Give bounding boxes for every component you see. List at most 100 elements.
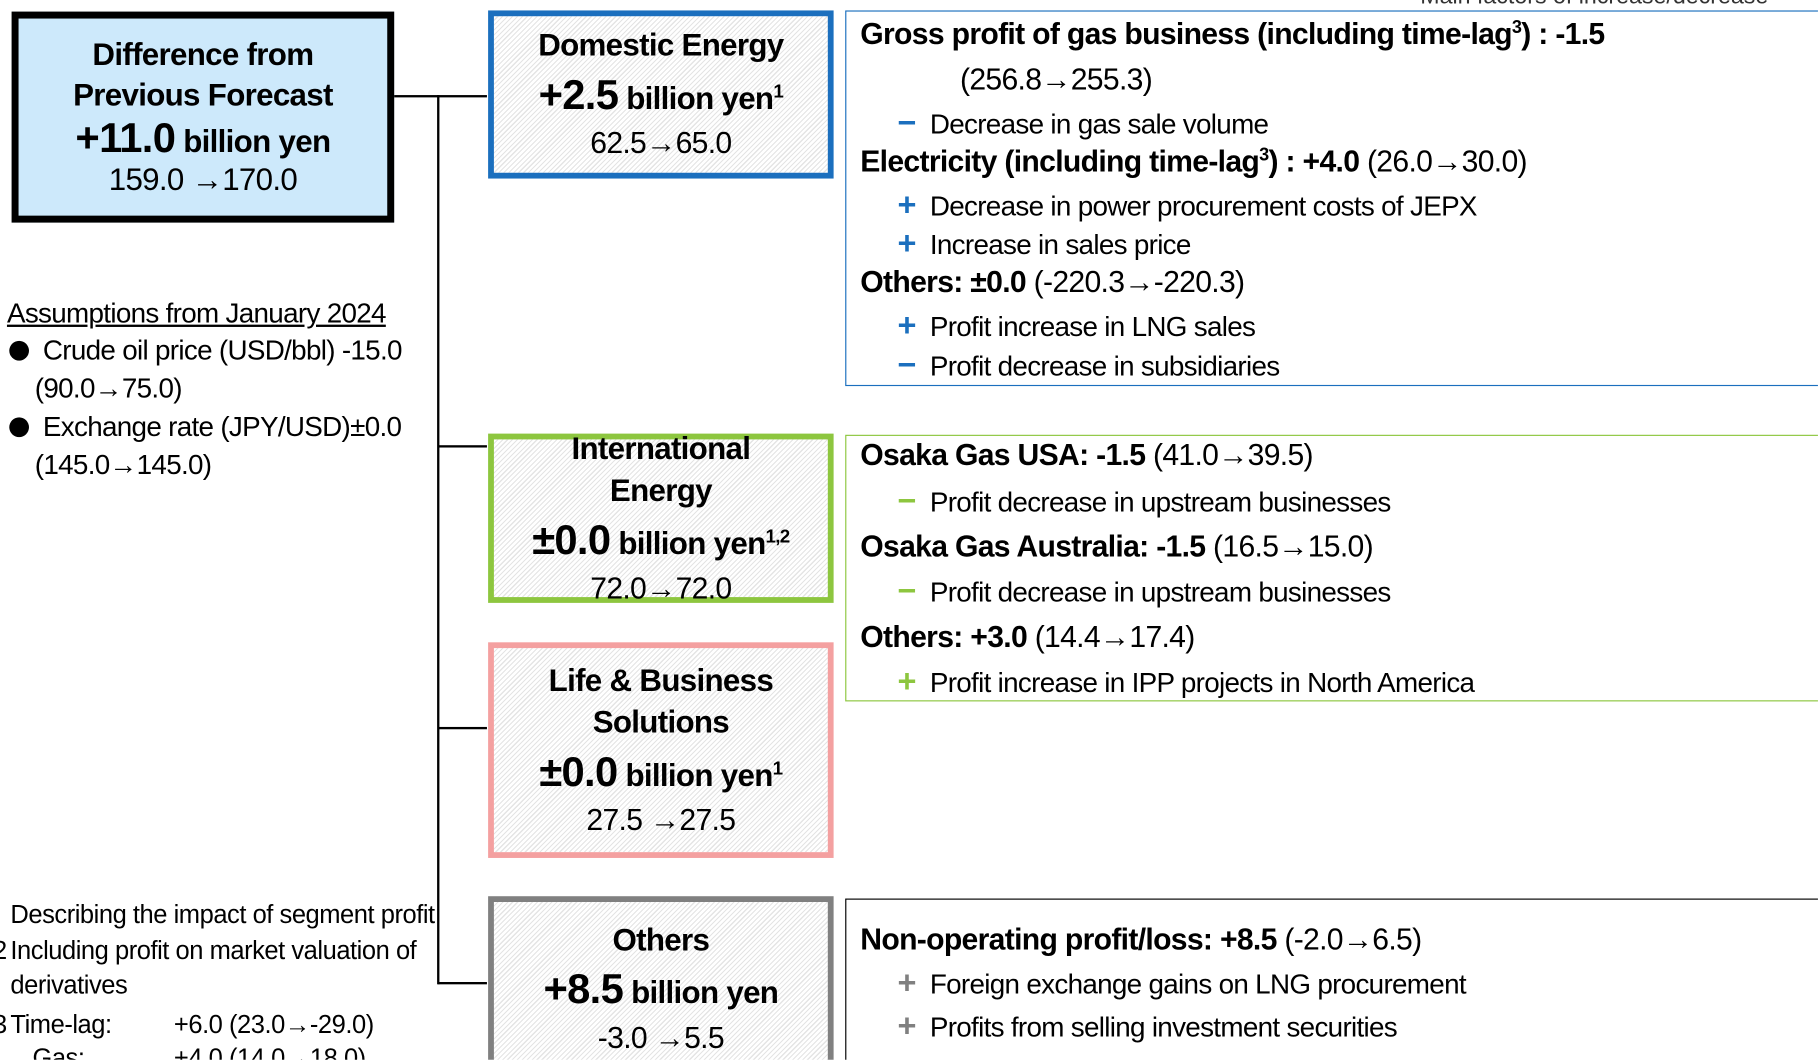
segment-value: ±0.0 xyxy=(539,747,618,795)
detail-heading: Electricity (including time-lag3) : +4.0… xyxy=(860,144,1527,180)
sign: + xyxy=(897,663,917,700)
assumption-text: Crude oil price (USD/bbl) -15.0 xyxy=(42,335,403,367)
bullet-text: Decrease in power procurement costs of J… xyxy=(929,191,1478,223)
run: (-2.0→6.5) xyxy=(1276,921,1422,957)
detail-heading: Osaka Gas USA: -1.5 (41.0→39.5) xyxy=(860,437,1313,473)
segment-name: Domestic Energy xyxy=(538,28,784,64)
run: Others: ±0.0 xyxy=(860,264,1026,300)
segment-value: +8.5 xyxy=(543,965,624,1013)
segment-box: Domestic Energy +2.5 billion yen1 62.5→65.… xyxy=(488,10,834,179)
segment-name: International Energy xyxy=(571,430,751,508)
segment-name: Life & Business Solutions xyxy=(548,662,774,740)
sign: + xyxy=(897,186,917,223)
segment-sup: 1 xyxy=(772,757,783,779)
detail-bullet: − Profit decrease in upstream businesses xyxy=(886,572,1392,610)
segment-range: 27.5 →27.5 xyxy=(586,802,736,838)
run: (-220.3→-220.3) xyxy=(1025,264,1245,300)
footnote-text: Time-lag: xyxy=(10,1009,112,1039)
detail-box xyxy=(845,434,1818,702)
run: 3 xyxy=(1511,17,1522,38)
bullet-text: Profit decrease in subsidiaries xyxy=(929,351,1280,383)
total-value-row: +11.0 billion yen xyxy=(75,113,331,162)
segment-range: -3.0 →5.5 xyxy=(597,1020,725,1056)
detail-heading: Others: +3.0 (14.4→17.4) xyxy=(860,619,1196,655)
sign: − xyxy=(897,482,917,519)
detail-bullet: + Profit increase in IPP projects in Nort… xyxy=(886,663,1476,700)
detail-bullet: + Decrease in power procurement costs of … xyxy=(886,186,1478,224)
run: Electricity (including time-lag xyxy=(860,143,1260,179)
bullet-text: Profit increase in IPP projects in North… xyxy=(929,667,1475,700)
segment-name: Others xyxy=(612,922,710,958)
segment-box: International Energy ±0.0 billion yen1,2 7… xyxy=(488,431,834,605)
segment-range: 62.5→65.0 xyxy=(590,125,732,161)
detail-bullet: − Decrease in gas sale volume xyxy=(886,104,1270,141)
run: Non-operating profit/loss: +8.5 xyxy=(860,921,1277,957)
detail-heading: Gross profit of gas business (including … xyxy=(860,16,1605,52)
connector xyxy=(437,95,440,985)
sign: − xyxy=(897,104,917,141)
assumptions-title: Assumptions from January 2024 xyxy=(6,297,387,330)
header-note: Main factors of increase/decrease xyxy=(1420,0,1768,10)
bullet-text: Decrease in gas sale volume xyxy=(929,108,1269,141)
detail-heading: Others: ±0.0 (-220.3→-220.3) xyxy=(860,264,1245,300)
run: (41.0→39.5) xyxy=(1145,437,1314,472)
sign: − xyxy=(897,572,917,609)
bullet-text: Foreign exchange gains on LNG procuremen… xyxy=(929,969,1467,1001)
footnote-value: +6.0 (23.0→-29.0) xyxy=(173,1009,374,1039)
run: (26.0→30.0) xyxy=(1359,143,1528,179)
connector xyxy=(438,726,487,730)
bullet-text: Profit decrease in upstream businesses xyxy=(929,486,1391,519)
segment-sup: 1 xyxy=(773,81,784,102)
sign: + xyxy=(897,964,917,1001)
footnote-text: Gas: xyxy=(32,1043,85,1060)
detail-bullet: − Profit decrease in subsidiaries xyxy=(886,346,1281,384)
run: Gross profit of gas business (including … xyxy=(860,16,1512,52)
run: Osaka Gas Australia: -1.5 xyxy=(860,528,1206,564)
run: (14.4→17.4) xyxy=(1027,619,1196,654)
run: ) : -1.5 xyxy=(1521,16,1605,52)
segment-unit: billion yen xyxy=(618,525,766,561)
assumption-text: Exchange rate (JPY/USD)±0.0 xyxy=(42,411,402,443)
run: 3 xyxy=(1259,145,1269,166)
assumption-item: Crude oil price (USD/bbl) -15.0 xyxy=(9,335,403,367)
connector xyxy=(394,95,487,98)
run: ) : +4.0 xyxy=(1268,143,1360,179)
footnote-value: +4.0 (14.0→18.0) xyxy=(173,1043,366,1060)
assumption-sub: (145.0→145.0) xyxy=(34,449,212,482)
connector xyxy=(438,445,487,448)
bullet-dot xyxy=(9,340,29,361)
detail-bullet: + Profits from selling investment securit… xyxy=(886,1007,1398,1045)
bullet-dot xyxy=(9,417,29,438)
sign: + xyxy=(897,1007,917,1044)
detail-bullet: + Profit increase in LNG sales xyxy=(886,307,1256,344)
segment-unit: billion yen xyxy=(625,757,773,793)
sign: − xyxy=(897,346,917,383)
footnote-mark: 3 xyxy=(0,1010,7,1040)
total-line2: Previous Forecast xyxy=(73,77,333,112)
total-range: 159.0 →170.0 xyxy=(108,161,298,197)
footnote-text: Describing the impact of segment profit xyxy=(10,899,435,929)
detail-box xyxy=(845,10,1818,387)
footnote-text: Including profit on market valuation of xyxy=(10,935,417,965)
segment-value-row: +8.5 billion yen xyxy=(543,962,778,1018)
detail-bullet: + Foreign exchange gains on LNG procureme… xyxy=(886,964,1467,1002)
sign: + xyxy=(897,307,917,344)
connector xyxy=(438,982,487,985)
segment-unit: billion yen xyxy=(631,975,779,1011)
footnote-mark: 2 xyxy=(0,936,7,966)
segment-value-row: ±0.0 billion yen1 xyxy=(539,744,783,800)
detail-bullet: + Increase in sales price xyxy=(886,225,1192,262)
detail-bullet: − Profit decrease in upstream businesses xyxy=(886,482,1392,519)
detail-heading: (256.8→255.3) xyxy=(960,61,1153,97)
segment-box: Others +8.5 billion yen -3.0 →5.5 xyxy=(488,896,834,1060)
total-unit: billion yen xyxy=(183,123,331,159)
segment-sup: 1,2 xyxy=(765,525,791,547)
detail-box xyxy=(845,898,1818,1060)
segment-value-row: +2.5 billion yen1 xyxy=(539,67,784,123)
total-value: +11.0 xyxy=(75,113,176,161)
assumption-item: Exchange rate (JPY/USD)±0.0 xyxy=(9,411,402,444)
segment-value-row: ±0.0 billion yen1,2 xyxy=(532,512,791,568)
assumption-sub: (90.0→75.0) xyxy=(34,373,183,405)
segment-range: 72.0→72.0 xyxy=(590,570,732,606)
